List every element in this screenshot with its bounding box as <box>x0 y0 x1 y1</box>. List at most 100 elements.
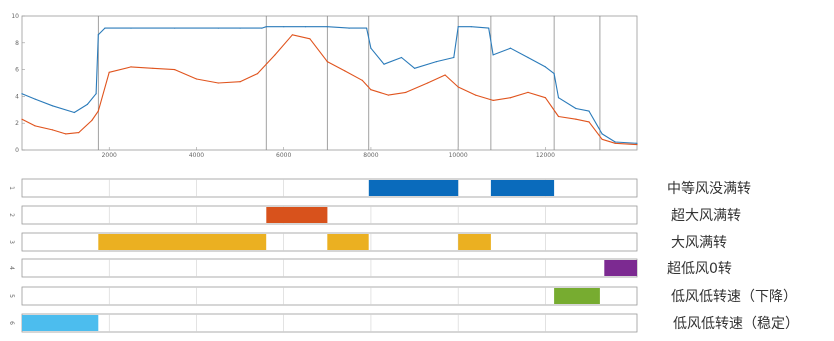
series-1-point <box>130 66 132 68</box>
series-1-point <box>575 118 577 120</box>
series-1-point <box>387 94 389 96</box>
series-1-point <box>475 94 477 96</box>
series-0-point <box>265 26 267 28</box>
series-0-point <box>414 67 416 69</box>
series-line-1 <box>21 34 638 146</box>
x-tick-label: 6000 <box>276 152 291 159</box>
state-row: 2 超大风满转 <box>8 205 741 225</box>
row-index-label: 4 <box>8 266 15 270</box>
series-0-point <box>217 27 219 29</box>
series-0-point <box>130 27 132 29</box>
state-row: 1 中等风没满转 <box>8 178 751 198</box>
state-label: 超大风满转 <box>671 208 741 224</box>
series-1-point <box>636 144 638 146</box>
series-1-point <box>256 73 259 75</box>
series-1-point <box>557 115 560 118</box>
series-1-point <box>492 99 494 101</box>
series-1-point <box>544 97 547 99</box>
series-0-point <box>34 98 36 100</box>
state-segment <box>604 260 637 276</box>
row-index-label: 6 <box>8 321 15 325</box>
x-tick-label: 10000 <box>449 152 468 159</box>
series-0-point <box>601 133 603 135</box>
row-index-label: 2 <box>8 213 15 217</box>
series-0-point <box>261 27 263 29</box>
series-0-point <box>435 61 437 63</box>
state-row-frame <box>21 286 638 306</box>
y-tick-label: 0 <box>15 147 19 154</box>
series-0-point <box>304 26 307 28</box>
state-label: 大风满转 <box>671 235 727 251</box>
series-0-point <box>614 141 616 143</box>
y-tick-labels: 0 2 4 6 8 10 <box>11 13 25 154</box>
series-0-point <box>588 110 590 112</box>
state-row: 5 低风低转速（下降） <box>8 286 797 306</box>
series-0-point <box>370 47 372 49</box>
series-0-point <box>457 26 459 28</box>
state-label: 低风低转速（下降） <box>671 289 797 305</box>
state-label: 中等风没满转 <box>667 180 751 197</box>
series-1-point <box>370 89 372 91</box>
state-label: 低风低转速（稳定） <box>673 316 799 332</box>
state-row-frame <box>21 205 638 225</box>
series-0-point <box>283 26 285 28</box>
series-0-point <box>575 107 577 110</box>
state-row-frame <box>21 178 638 198</box>
y-tick-label: 4 <box>15 93 19 100</box>
series-0-point <box>470 26 472 28</box>
series-1-point <box>78 132 80 134</box>
series-1-point <box>239 81 241 83</box>
state-row-frame <box>21 258 638 278</box>
power-line-plot: 2000 4000 6000 8000 10000 12000 0 2 4 6 8 10 <box>11 13 638 159</box>
state-segment <box>368 180 459 196</box>
state-row: 4 超低风0转 <box>8 258 732 278</box>
series-0-point <box>239 27 241 29</box>
series-1-point <box>614 142 616 144</box>
series-0-point <box>527 56 529 59</box>
series-0-point <box>73 111 75 114</box>
series-1-point <box>291 34 293 36</box>
x-tick-label: 8000 <box>363 152 378 159</box>
series-0-point <box>488 27 490 29</box>
series-1-point <box>91 119 93 122</box>
y-tick-label: 2 <box>15 120 19 127</box>
x-tick-label: 4000 <box>189 152 204 159</box>
series-1-point <box>457 86 459 88</box>
state-label: 超低风0转 <box>667 261 732 277</box>
state-segment <box>554 288 600 304</box>
series-1-point <box>405 91 407 93</box>
state-segment <box>22 315 99 331</box>
series-0-point <box>326 26 328 28</box>
row-index-label: 3 <box>8 240 15 244</box>
row-index-label: 5 <box>8 294 15 298</box>
series-1-point <box>344 70 346 72</box>
series-1-point <box>326 61 328 63</box>
series-1-point <box>444 74 446 76</box>
series-1-point <box>51 129 54 131</box>
series-0-point <box>86 103 88 105</box>
series-1-point <box>361 79 363 81</box>
state-timeline-rows: 1 中等风没满转 2 超大风满转 3 大风满转 4 超低风0转 5 低风低转速（下降） 6 低风低转速… <box>8 178 799 333</box>
series-0-point <box>97 34 99 36</box>
x-tick-label: 12000 <box>536 152 555 159</box>
series-1-point <box>427 82 429 84</box>
series-0-point <box>95 93 97 95</box>
series-1-point <box>309 38 311 40</box>
state-segment <box>327 234 369 250</box>
series-1-point <box>174 69 176 71</box>
series-1-point <box>217 82 219 84</box>
series-1-point <box>21 118 23 120</box>
series-1-point <box>601 138 603 140</box>
series-1-point <box>97 110 99 112</box>
series-0-point <box>509 47 512 49</box>
series-1-point <box>509 97 512 99</box>
series-0-point <box>366 27 368 29</box>
line-series-group <box>21 26 638 146</box>
row-index-label: 1 <box>8 186 15 190</box>
series-0-point <box>636 142 638 144</box>
series-1-point <box>108 71 110 73</box>
series-0-point <box>553 73 555 75</box>
state-row: 6 低风低转速（稳定） <box>8 313 799 333</box>
y-tick-label: 10 <box>11 13 19 20</box>
